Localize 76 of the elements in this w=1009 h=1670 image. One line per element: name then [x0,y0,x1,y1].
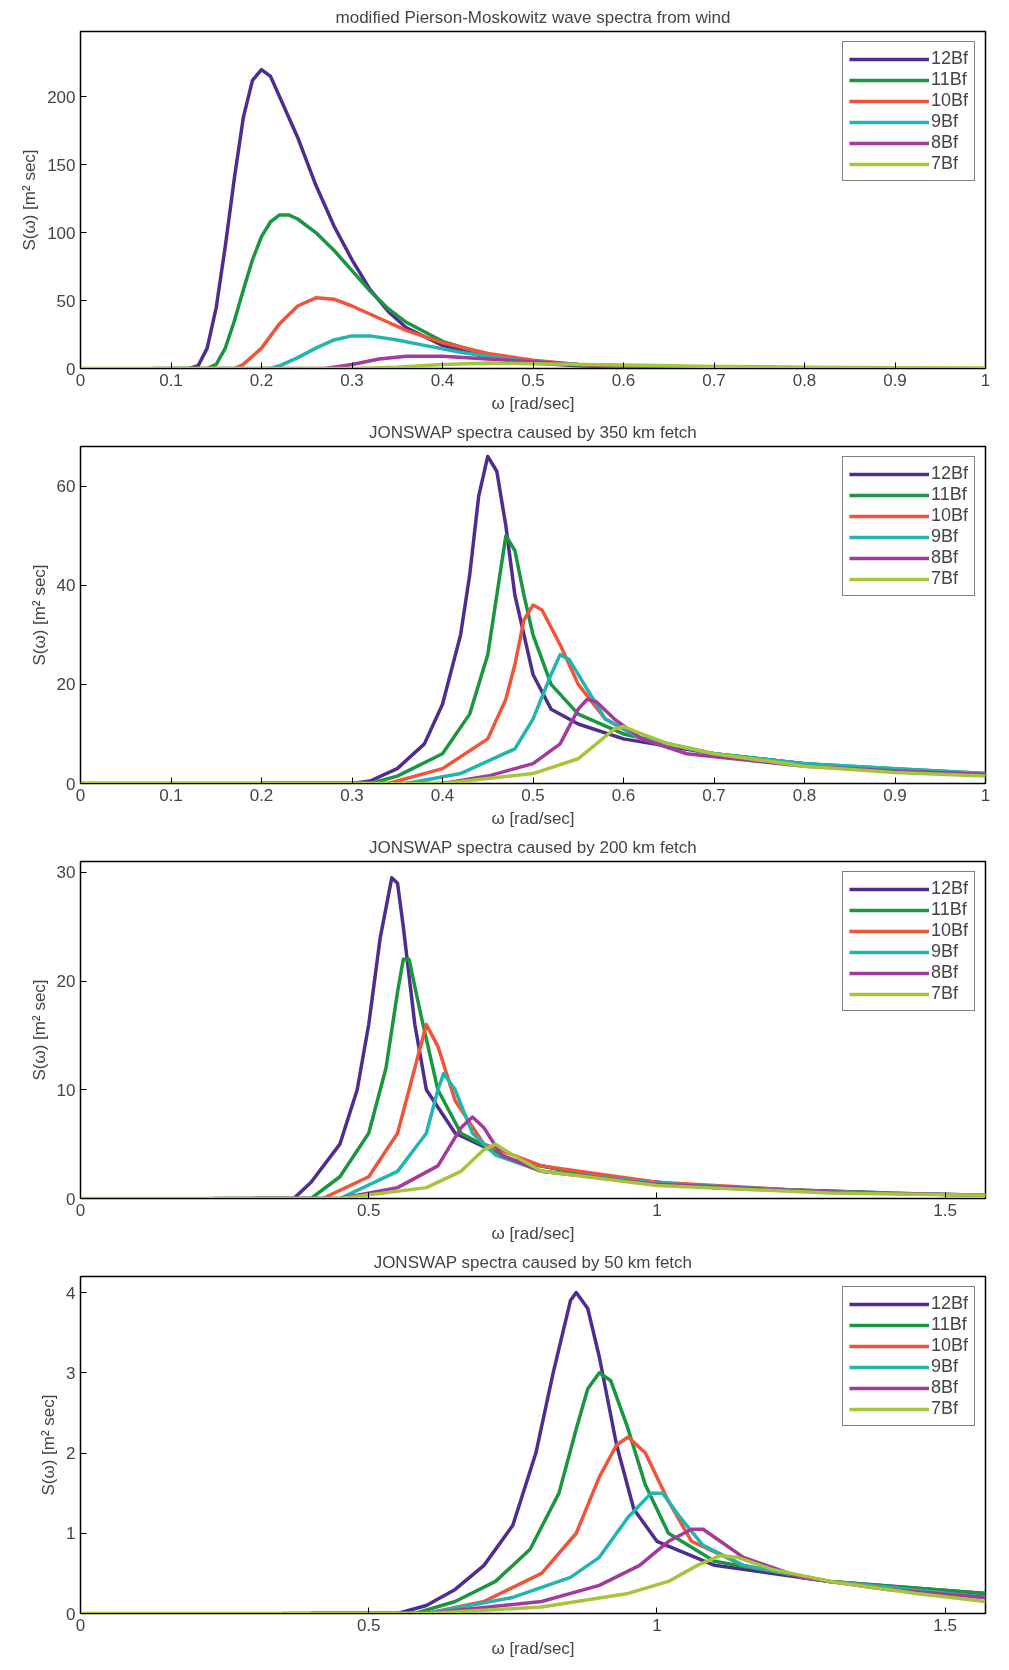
x-axis-title: ω [rad/sec] [491,808,575,828]
y-tick-label: 4 [66,1283,76,1303]
legend-label: 10Bf [930,505,968,526]
legend-label: 9Bf [930,941,958,962]
y-axis-title: S(ω) [m² sec] [39,1394,59,1496]
x-tick-label: 0.7 [702,785,726,805]
x-tick-label: 1.5 [933,1200,957,1220]
x-axis-title: ω [rad/sec] [491,1638,575,1658]
legend-label: 8Bf [930,962,958,983]
y-axis-title: S(ω) [m² sec] [20,149,40,251]
chart-title: JONSWAP spectra caused by 200 km fetch [368,837,697,857]
y-tick-label: 10 [56,1080,76,1100]
x-tick-label: 0.5 [521,785,545,805]
x-tick-label: 1 [980,370,991,390]
x-tick-label: 0.7 [702,370,726,390]
y-tick-label: 150 [47,155,76,175]
x-tick-label: 0.1 [159,370,183,390]
y-tick-label: 1 [66,1524,76,1544]
y-tick-label: 200 [47,87,76,107]
x-tick-label: 1 [980,785,991,805]
legend-label: 9Bf [930,111,958,132]
legend-label: 7Bf [930,983,958,1004]
y-tick-label: 50 [56,291,76,311]
chart-title: modified Pierson-Moskowitz wave spectra from wind [335,7,731,27]
legend-label: 8Bf [930,547,958,568]
x-tick-label: 0.8 [792,785,817,805]
x-tick-label: 0.5 [356,1615,381,1635]
y-tick-label: 60 [56,477,76,497]
x-tick-label: 0.3 [340,370,364,390]
x-tick-label: 0.5 [521,370,545,390]
x-axis-title: ω [rad/sec] [491,1223,575,1243]
legend-label: 10Bf [930,90,968,111]
legend-label: 11Bf [930,484,967,505]
x-axis-title: ω [rad/sec] [491,393,575,413]
x-tick-label: 0.9 [883,785,907,805]
x-tick-label: 1 [652,1200,662,1220]
legend-label: 9Bf [930,1356,958,1377]
y-tick-label: 100 [47,223,76,243]
chart-title: JONSWAP spectra caused by 350 km fetch [368,422,697,442]
y-axis-title: S(ω) [m² sec] [29,564,49,666]
y-tick-label: 30 [56,863,76,883]
x-tick-label: 0.4 [430,785,455,805]
y-tick-label: 3 [66,1363,76,1383]
x-tick-label: 0.9 [883,370,907,390]
x-tick-label: 0.2 [249,370,274,390]
legend-label: 10Bf [930,1335,968,1356]
y-axis-title: S(ω) [m² sec] [29,979,49,1081]
legend-label: 11Bf [930,899,967,920]
y-tick-label: 2 [66,1444,76,1464]
x-tick-label: 0.1 [159,785,183,805]
x-tick-label: 1 [652,1615,662,1635]
y-tick-label: 40 [56,576,76,596]
x-tick-label: 0.2 [249,785,274,805]
legend-label: 7Bf [930,1398,958,1419]
x-tick-label: 0.6 [611,370,636,390]
legend-label: 7Bf [930,153,958,174]
legend-label: 12Bf [930,48,968,69]
legend-label: 11Bf [930,1314,967,1335]
x-tick-label: 1.5 [933,1615,957,1635]
legend-label: 11Bf [930,69,967,90]
x-tick-label: 0.5 [356,1200,381,1220]
legend-label: 12Bf [930,1293,968,1314]
legend-label: 12Bf [930,878,968,899]
legend-label: 9Bf [930,526,958,547]
legend-label: 10Bf [930,920,968,941]
legend-label: 8Bf [930,1377,958,1398]
x-tick-label: 0.6 [611,785,636,805]
legend-label: 7Bf [930,568,958,589]
x-tick-label: 0.8 [792,370,817,390]
chart-title: JONSWAP spectra caused by 50 km fetch [373,1252,693,1272]
y-tick-label: 20 [56,972,76,992]
x-tick-label: 0.4 [430,370,455,390]
y-tick-label: 20 [56,675,76,695]
legend-label: 12Bf [930,463,968,484]
x-tick-label: 0.3 [340,785,364,805]
legend-label: 8Bf [930,132,958,153]
